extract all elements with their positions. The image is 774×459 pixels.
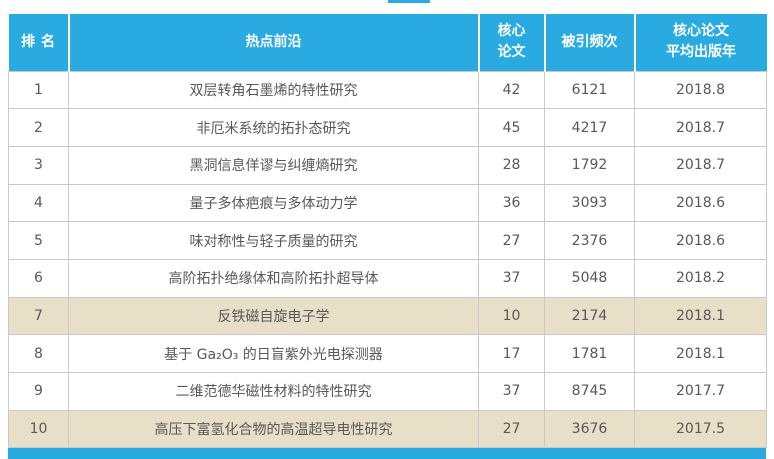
cell-core-papers: 27 xyxy=(478,409,545,449)
table-row: 5 味对称性与轻子质量的研究 27 2376 2018.6 xyxy=(8,221,767,260)
cell-rank: 2 xyxy=(8,108,69,147)
cell-topic: 双层转角石墨烯的特性研究 xyxy=(68,70,479,110)
header-topic: 热点前沿 xyxy=(67,14,479,71)
cell-core-papers: 28 xyxy=(478,145,545,185)
cell-citations: 2174 xyxy=(544,296,635,336)
cell-citations: 1792 xyxy=(544,145,635,185)
cell-topic: 非厄米系统的拓扑态研究 xyxy=(68,108,479,147)
cell-core-papers: 37 xyxy=(478,258,545,298)
cell-avg-year: 2018.1 xyxy=(634,296,767,336)
cell-citations: 8745 xyxy=(544,372,635,411)
cell-avg-year: 2018.8 xyxy=(634,70,767,110)
cell-topic: 高阶拓扑绝缘体和高阶拓扑超导体 xyxy=(68,258,479,298)
header-core-papers: 核心 论文 xyxy=(477,14,545,71)
header-rank: 排名 xyxy=(8,14,69,71)
cell-topic: 基于 Ga₂O₃ 的日盲紫外光电探测器 xyxy=(68,334,479,373)
table-row: 9 二维范德华磁性材料的特性研究 37 8745 2017.7 xyxy=(8,372,767,411)
cell-avg-year: 2017.7 xyxy=(634,372,767,411)
cell-rank: 1 xyxy=(8,70,69,110)
table-row: 8 基于 Ga₂O₃ 的日盲紫外光电探测器 17 1781 2018.1 xyxy=(8,334,767,373)
cell-topic: 黑洞信息佯谬与纠缠熵研究 xyxy=(68,145,479,185)
cell-rank: 8 xyxy=(8,334,69,373)
cell-topic: 反铁磁自旋电子学 xyxy=(68,296,479,336)
cell-rank: 3 xyxy=(8,145,69,185)
cell-citations: 6121 xyxy=(544,70,635,110)
table-header: 排名 热点前沿 核心 论文 被引频次 核心论文 平均出版年 xyxy=(8,14,767,71)
cell-rank: 10 xyxy=(8,409,69,449)
cell-avg-year: 2018.6 xyxy=(634,221,767,260)
cell-core-papers: 42 xyxy=(478,70,545,110)
cell-core-papers: 36 xyxy=(478,183,545,223)
cell-rank: 4 xyxy=(8,183,69,223)
table-row: 2 非厄米系统的拓扑态研究 45 4217 2018.7 xyxy=(8,108,767,147)
bottom-accent-bar xyxy=(8,448,766,459)
cell-core-papers: 45 xyxy=(478,108,545,147)
cell-rank: 6 xyxy=(8,258,69,298)
cropped-title-fragment xyxy=(388,0,430,3)
cell-citations: 3093 xyxy=(544,183,635,223)
table-body: 1 双层转角石墨烯的特性研究 42 6121 2018.8 2 非厄米系统的拓扑态研究 45 4… xyxy=(8,70,767,449)
table-row: 6 高阶拓扑绝缘体和高阶拓扑超导体 37 5048 2018.2 xyxy=(8,258,767,298)
cell-core-papers: 10 xyxy=(478,296,545,336)
cell-citations: 4217 xyxy=(544,108,635,147)
header-citations: 被引频次 xyxy=(543,14,635,71)
cell-topic: 量子多体疤痕与多体动力学 xyxy=(68,183,479,223)
cell-avg-year: 2018.1 xyxy=(634,334,767,373)
table-row: 1 双层转角石墨烯的特性研究 42 6121 2018.8 xyxy=(8,70,767,110)
cell-citations: 3676 xyxy=(544,409,635,449)
cell-core-papers: 27 xyxy=(478,221,545,260)
cell-core-papers: 17 xyxy=(478,334,545,373)
cell-topic: 二维范德华磁性材料的特性研究 xyxy=(68,372,479,411)
hot-topics-table: 排名 热点前沿 核心 论文 被引频次 核心论文 平均出版年 1 双层转角石墨烯的特… xyxy=(8,14,767,449)
table-row: 10 高压下富氢化合物的高温超导电性研究 27 3676 2017.5 xyxy=(8,409,767,449)
cell-rank: 5 xyxy=(8,221,69,260)
cell-core-papers: 37 xyxy=(478,372,545,411)
cell-topic: 高压下富氢化合物的高温超导电性研究 xyxy=(68,409,479,449)
header-avg-publication-year: 核心论文 平均出版年 xyxy=(633,14,767,71)
cell-avg-year: 2018.7 xyxy=(634,108,767,147)
cell-citations: 5048 xyxy=(544,258,635,298)
cell-rank: 9 xyxy=(8,372,69,411)
cell-topic: 味对称性与轻子质量的研究 xyxy=(68,221,479,260)
cell-citations: 1781 xyxy=(544,334,635,373)
table-header-row: 排名 热点前沿 核心 论文 被引频次 核心论文 平均出版年 xyxy=(8,14,767,71)
cell-citations: 2376 xyxy=(544,221,635,260)
cell-avg-year: 2017.5 xyxy=(634,409,767,449)
cell-rank: 7 xyxy=(8,296,69,336)
cell-avg-year: 2018.7 xyxy=(634,145,767,185)
table-row: 4 量子多体疤痕与多体动力学 36 3093 2018.6 xyxy=(8,183,767,223)
table-row: 7 反铁磁自旋电子学 10 2174 2018.1 xyxy=(8,296,767,336)
table-row: 3 黑洞信息佯谬与纠缠熵研究 28 1792 2018.7 xyxy=(8,145,767,185)
cell-avg-year: 2018.6 xyxy=(634,183,767,223)
cell-avg-year: 2018.2 xyxy=(634,258,767,298)
